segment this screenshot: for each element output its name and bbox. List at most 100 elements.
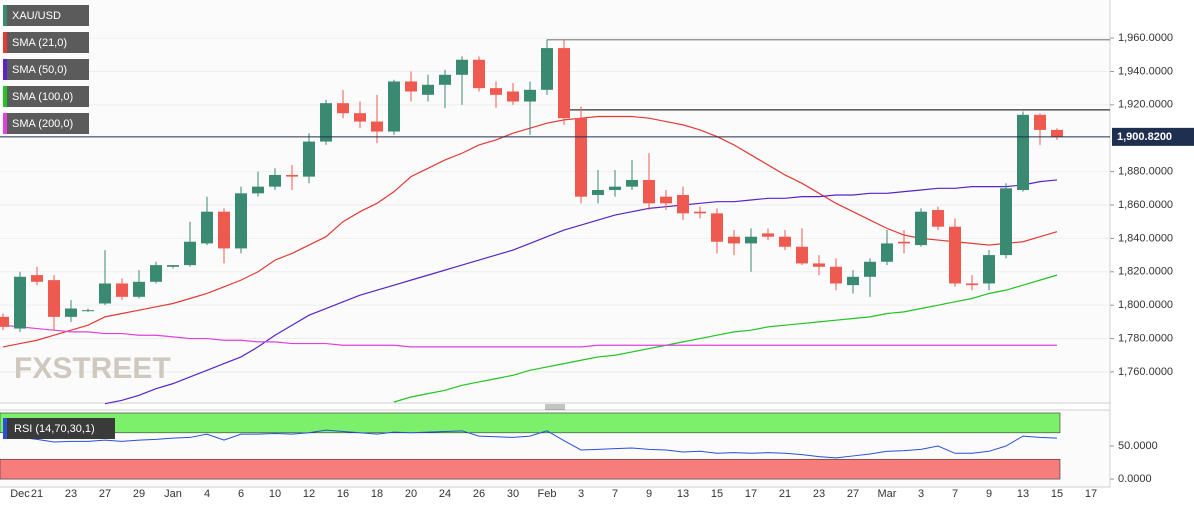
x-tick-label: 10 (269, 488, 281, 500)
legend-label: SMA (100,0) (12, 91, 73, 103)
candle-body (813, 263, 825, 267)
candle-body (1017, 114, 1029, 190)
candle-body (694, 211, 706, 214)
candle-body (609, 186, 621, 190)
candle-body (949, 226, 961, 284)
legend-swatch (3, 113, 7, 134)
candle-body (779, 236, 791, 247)
candle-body (881, 243, 893, 262)
y-tick-label: 1,920.0000 (1118, 99, 1173, 111)
candle-body (830, 266, 842, 284)
legend-box[interactable] (3, 59, 89, 80)
x-tick-label: 17 (1085, 488, 1097, 500)
candle-body (218, 211, 230, 249)
x-tick-label: 3 (578, 488, 584, 500)
x-tick-label: 29 (133, 488, 145, 500)
candle-body (660, 196, 672, 204)
candle-body (592, 189, 604, 195)
legend-box[interactable] (3, 418, 115, 439)
x-tick-label: 17 (745, 488, 757, 500)
candle-body (558, 48, 570, 119)
candle-body (1051, 129, 1063, 137)
legend-swatch (3, 59, 7, 80)
y-tick-label: 1,760.0000 (1118, 366, 1173, 378)
legend-swatch (3, 86, 7, 107)
x-tick-label: 13 (677, 488, 689, 500)
candle-body (99, 283, 111, 304)
x-tick-label: 23 (813, 488, 825, 500)
candle-body (898, 241, 910, 244)
candle-body (48, 280, 60, 317)
legend-box[interactable] (3, 32, 89, 53)
y-tick-label: 50.0000 (1118, 440, 1158, 452)
y-tick-label: 1,940.0000 (1118, 65, 1173, 77)
legend-label: SMA (50,0) (12, 64, 67, 76)
legend-box[interactable] (3, 113, 89, 134)
x-tick-label: 16 (337, 488, 349, 500)
x-tick-label: 12 (303, 488, 315, 500)
candle-body (1034, 114, 1046, 130)
y-tick-label: 1,820.0000 (1118, 266, 1173, 278)
candle-body (201, 211, 213, 244)
candle-body (31, 275, 43, 282)
price-panel (0, 0, 1110, 403)
x-tick-label: 18 (371, 488, 383, 500)
candle-body (439, 74, 451, 85)
y-tick-label: 1,780.0000 (1118, 332, 1173, 344)
candle-body (864, 261, 876, 277)
legend-box[interactable] (3, 86, 89, 107)
line-series (2, 324, 1057, 348)
x-tick-label: 21 (779, 488, 791, 500)
rsi-band (0, 458, 1061, 480)
x-tick-label: 7 (952, 488, 958, 500)
y-tick-label: 0.0000 (1118, 473, 1152, 485)
candle-body (422, 84, 434, 95)
candle-body (745, 236, 757, 244)
candle-body (490, 88, 502, 95)
x-tick-label: 21 (31, 488, 43, 500)
line-series (2, 429, 1058, 459)
x-tick-label: 9 (986, 488, 992, 500)
x-tick-label: 26 (473, 488, 485, 500)
candle-body (252, 186, 264, 194)
candle-body (762, 233, 774, 237)
divider-grip[interactable] (545, 404, 565, 410)
candle-body (456, 59, 468, 75)
candle-body (269, 174, 281, 187)
legend-swatch (3, 5, 7, 26)
line-series (104, 179, 1058, 405)
candle-body (405, 81, 417, 92)
legend-label: RSI (14,70,30,1) (14, 423, 95, 435)
watermark: FXSTREET (14, 352, 171, 385)
candle-body (524, 89, 536, 102)
x-tick-label: 4 (204, 488, 210, 500)
candle-body (150, 265, 162, 282)
candle-body (796, 246, 808, 264)
y-tick-label: 1,960.0000 (1118, 32, 1173, 44)
y-tick-label: 1,860.0000 (1118, 199, 1173, 211)
x-tick-label: 24 (439, 488, 451, 500)
candle-body (286, 174, 298, 177)
candle-body (184, 241, 196, 266)
x-tick-label: 6 (238, 488, 244, 500)
candle-body (643, 179, 655, 204)
candle-body (966, 283, 978, 286)
candle-body (167, 265, 179, 267)
x-tick-label: 30 (507, 488, 519, 500)
x-tick-label: Dec (10, 488, 30, 500)
x-tick-label: 23 (65, 488, 77, 500)
x-tick-label: 20 (405, 488, 417, 500)
candle-body (1000, 188, 1012, 256)
candle-body (728, 236, 740, 244)
legend-label: XAU/USD (12, 10, 61, 22)
legend-box[interactable] (3, 5, 89, 26)
candle-body (133, 281, 145, 297)
x-tick-label: 27 (99, 488, 111, 500)
legend-label: SMA (21,0) (12, 37, 67, 49)
candle-body (320, 103, 332, 142)
y-tick-label: 1,840.0000 (1118, 232, 1173, 244)
last-price-box (1112, 127, 1194, 146)
candle-body (303, 141, 315, 177)
candle-body (983, 255, 995, 284)
candle-body (541, 48, 553, 90)
